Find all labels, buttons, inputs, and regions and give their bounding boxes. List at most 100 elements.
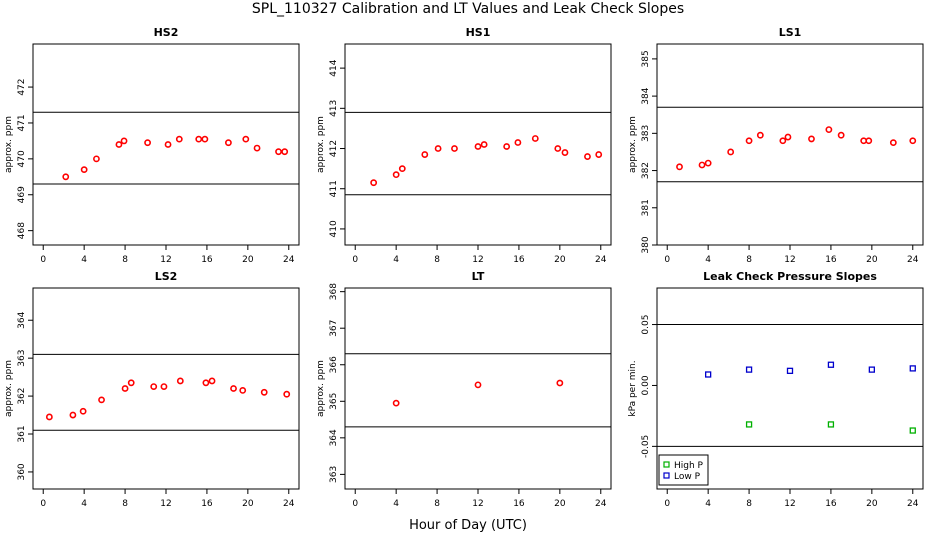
y-tick-label: 413 (329, 100, 339, 117)
data-point (909, 427, 916, 434)
y-tick-label: 363 (17, 350, 27, 367)
x-tick-label: 12 (472, 499, 483, 509)
y-tick-label: -0.05 (641, 435, 651, 458)
data-point (554, 145, 562, 152)
y-tick-label: 470 (17, 150, 27, 167)
data-point (727, 148, 735, 156)
x-tick-label: 24 (595, 255, 607, 265)
x-tick-label: 4 (705, 255, 711, 265)
y-tick-label: 472 (17, 78, 27, 95)
data-point (698, 161, 706, 169)
data-point (98, 396, 105, 404)
data-point (69, 411, 77, 419)
data-point (120, 137, 128, 145)
x-tick-label: 12 (472, 255, 483, 265)
data-point (909, 137, 917, 145)
x-tick-label: 0 (352, 499, 358, 509)
data-point (779, 137, 787, 145)
data-point (281, 148, 289, 156)
data-point (865, 137, 873, 145)
x-tick-label: 12 (784, 255, 795, 265)
figure-title: SPL_110327 Calibration and LT Values and… (251, 1, 685, 17)
data-point (253, 144, 261, 152)
x-tick-label: 8 (122, 499, 128, 509)
data-point (421, 151, 429, 158)
data-point (283, 390, 291, 398)
data-point (531, 135, 539, 142)
y-axis-label: approx. ppm (316, 116, 326, 173)
data-point (150, 383, 158, 391)
data-point (392, 399, 400, 407)
data-point (827, 361, 835, 368)
data-point (79, 407, 87, 415)
data-point (595, 151, 603, 158)
panel-title: HS2 (154, 26, 179, 39)
data-point (825, 126, 833, 134)
panel-2: HS1 0 4 8 12 16 20 24 410 411 412 413 414 approx. ppm (316, 26, 612, 265)
y-tick-label: 383 (641, 125, 651, 142)
y-tick-label: 410 (329, 220, 339, 237)
data-point (176, 377, 184, 385)
x-tick-label: 4 (81, 499, 87, 509)
data-point (242, 135, 250, 143)
y-tick-label: 363 (329, 466, 339, 483)
x-tick-label: 12 (160, 255, 171, 265)
legend-label: Low P (674, 472, 701, 482)
data-point (561, 149, 569, 156)
data-point (786, 367, 794, 374)
legend-box (658, 454, 709, 486)
x-tick-label: 16 (513, 499, 525, 509)
data-point (164, 141, 172, 148)
data-point (398, 165, 406, 173)
x-tick-label: 8 (746, 255, 752, 265)
panel-title: LS2 (155, 270, 178, 283)
data-point (175, 135, 183, 143)
x-tick-label: 16 (825, 255, 837, 265)
legend-marker (663, 461, 670, 468)
x-tick-label: 8 (434, 255, 440, 265)
data-point (45, 413, 53, 421)
data-point (260, 388, 268, 396)
x-tick-label: 0 (40, 499, 46, 509)
y-tick-label: 366 (329, 356, 339, 373)
x-tick-label: 0 (664, 499, 670, 509)
y-axis-label: approx. ppm (4, 360, 14, 417)
data-point (225, 139, 232, 147)
x-tick-label: 4 (81, 255, 87, 265)
data-point (80, 166, 88, 174)
data-point (784, 133, 792, 141)
y-tick-label: 368 (329, 283, 339, 300)
x-tick-label: 24 (907, 255, 919, 265)
y-tick-label: 411 (329, 180, 339, 197)
y-tick-label: 384 (641, 87, 651, 104)
x-tick-label: 0 (40, 255, 46, 265)
data-point (239, 386, 247, 394)
data-point (705, 371, 712, 378)
y-tick-label: 468 (17, 222, 27, 239)
data-point (392, 171, 400, 179)
x-tick-label: 20 (554, 255, 566, 265)
x-tick-label: 20 (866, 255, 878, 265)
x-tick-label: 4 (705, 499, 711, 509)
x-tick-label: 8 (122, 255, 128, 265)
y-tick-label: 0.05 (641, 315, 651, 335)
data-point (451, 145, 458, 152)
y-tick-label: 360 (17, 463, 27, 480)
data-point (121, 385, 129, 392)
data-point (434, 145, 442, 152)
data-point (556, 379, 564, 387)
y-tick-label: 380 (641, 236, 651, 253)
panel-title: LS1 (779, 26, 802, 39)
x-tick-label: 12 (160, 499, 171, 509)
data-point (745, 366, 753, 373)
x-tick-label: 4 (393, 255, 399, 265)
panel-1: HS2 0 4 8 12 16 20 24 468 469 470 471 472 approx. ppm (4, 26, 300, 265)
x-tick-label: 16 (825, 499, 837, 509)
y-axis-label: kPa per min. (628, 360, 638, 416)
data-point (208, 377, 216, 385)
y-tick-label: 412 (329, 140, 339, 157)
y-tick-label: 382 (641, 162, 651, 179)
x-tick-label: 20 (242, 255, 254, 265)
y-axis-label: approx. ppm (628, 116, 638, 173)
legend-label: High P (674, 461, 704, 471)
